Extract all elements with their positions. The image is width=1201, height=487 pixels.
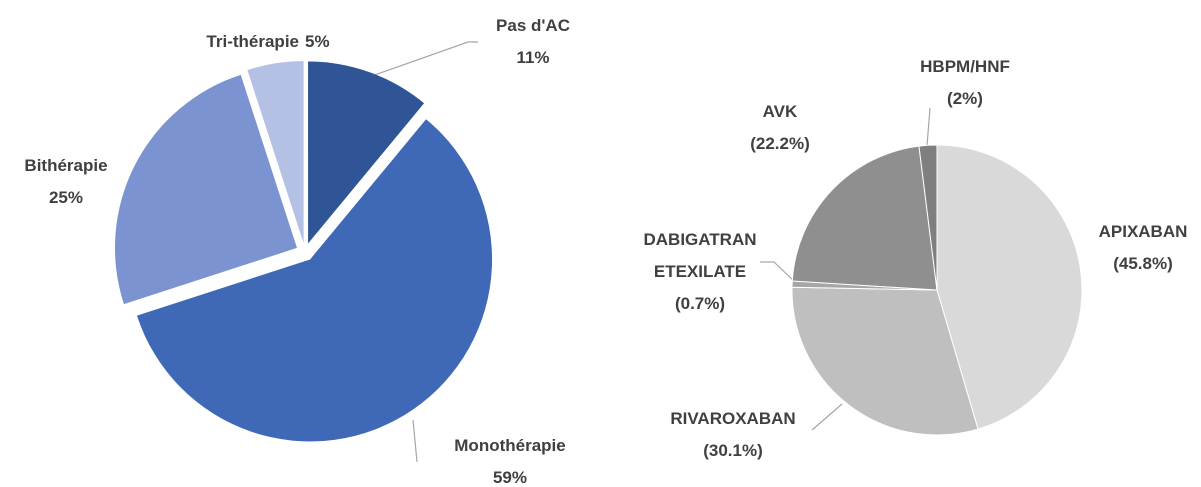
value-label: (45.8%) — [1113, 254, 1173, 273]
value-label: 5% — [305, 32, 330, 51]
pie-slice — [791, 286, 979, 436]
category-label: Monothérapie — [454, 436, 566, 455]
category-label: APIXABAN — [1098, 222, 1188, 241]
pie-slice — [918, 144, 938, 291]
slice-label: Tri-thérapie 5% — [203, 26, 332, 58]
slice-label: Pas d'AC 11% — [496, 10, 570, 74]
slice-label: Monothérapie 59% — [454, 430, 565, 487]
value-label: 11% — [516, 48, 550, 67]
value-label: 59% — [492, 468, 528, 487]
slice-label: Bithérapie 25% — [24, 150, 107, 214]
pie-slice — [247, 61, 304, 244]
leader-line — [760, 261, 798, 285]
pie-slice — [114, 74, 297, 305]
category-label: Pas d'AC — [496, 16, 570, 35]
category-label: Bithérapie — [24, 156, 108, 175]
slice-label: APIXABAN (45.8%) — [1099, 216, 1188, 280]
category-label: HBPM/HNF — [920, 57, 1010, 76]
value-label: 25% — [48, 188, 84, 207]
category-label: DABIGATRAN ETEXILATE — [643, 230, 757, 281]
pie-slice — [308, 61, 425, 244]
pie-slice — [136, 119, 493, 442]
slice-label: HBPM/HNF (2%) — [920, 51, 1010, 115]
pie-slice — [936, 144, 1083, 430]
category-label: Tri-thérapie — [206, 32, 300, 51]
slice-label: AVK (22.2%) — [750, 96, 810, 160]
value-label: (0.7%) — [674, 294, 726, 313]
category-label: RIVAROXABAN — [670, 409, 796, 428]
value-label: (30.1%) — [703, 441, 763, 460]
value-label: (22.2%) — [750, 134, 810, 153]
leader-line — [926, 107, 931, 147]
category-label: AVK — [762, 102, 798, 121]
leader-line — [811, 403, 843, 431]
value-label: (2%) — [947, 89, 983, 108]
leader-line — [365, 41, 478, 79]
pie-slice — [791, 145, 938, 291]
leader-line — [412, 419, 418, 463]
slice-label: DABIGATRAN ETEXILATE (0.7%) — [630, 224, 770, 320]
slice-label: RIVAROXABAN (30.1%) — [670, 403, 795, 467]
